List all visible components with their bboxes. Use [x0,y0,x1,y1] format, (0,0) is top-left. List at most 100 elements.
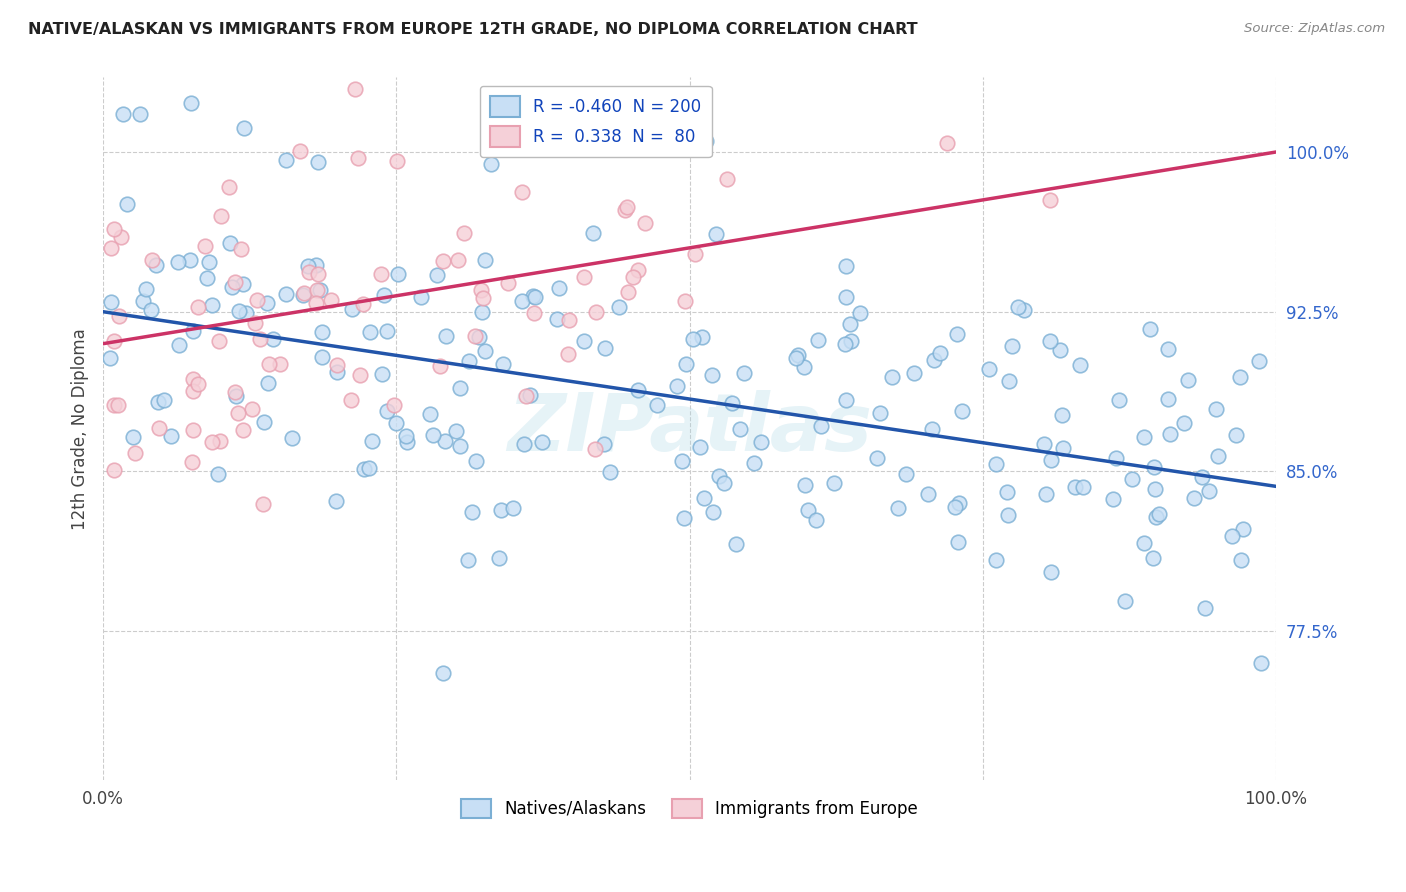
Point [257,376,280,390]
Point [1220,529,1243,543]
Point [531,435,554,450]
Point [1052,441,1074,455]
Point [673,293,696,308]
Point [224,276,246,290]
Point [599,466,621,480]
Point [470,283,492,297]
Point [997,484,1019,499]
Point [1114,594,1136,608]
Text: ZIPatlas: ZIPatlas [508,390,872,468]
Point [353,462,375,476]
Point [100,295,122,310]
Point [807,333,830,347]
Point [207,467,229,481]
Point [720,396,742,410]
Point [1108,393,1130,408]
Point [122,430,145,444]
Point [617,285,640,299]
Point [794,477,817,491]
Point [186,376,208,391]
Point [1230,553,1253,567]
Point [1144,482,1167,496]
Point [103,334,125,349]
Point [132,294,155,309]
Point [124,446,146,460]
Point [634,216,657,230]
Point [298,265,321,279]
Point [343,82,366,96]
Point [169,337,191,351]
Point [297,260,319,274]
Point [360,434,382,448]
Point [693,491,716,505]
Point [835,392,858,407]
Point [787,348,810,362]
Point [257,357,280,371]
Point [523,306,546,320]
Point [180,95,202,110]
Point [666,379,689,393]
Point [419,407,441,421]
Point [744,456,766,470]
Point [145,258,167,272]
Point [111,107,134,121]
Point [474,252,496,267]
Point [195,270,218,285]
Point [1159,426,1181,441]
Point [352,296,374,310]
Point [384,416,406,430]
Point [593,437,616,451]
Point [179,252,201,267]
Point [979,362,1001,376]
Point [305,258,328,272]
Point [1143,460,1166,475]
Point [218,235,240,250]
Point [1144,510,1167,524]
Point [235,305,257,319]
Point [834,337,856,351]
Point [823,476,845,491]
Point [1050,408,1073,422]
Point [1250,656,1272,670]
Point [1173,417,1195,431]
Point [917,487,939,501]
Point [839,334,862,349]
Text: NATIVE/ALASKAN VS IMMIGRANTS FROM EUROPE 12TH GRADE, NO DIPLOMA CORRELATION CHAR: NATIVE/ALASKAN VS IMMIGRANTS FROM EUROPE… [28,22,918,37]
Point [387,267,409,281]
Point [1156,342,1178,356]
Point [903,366,925,380]
Point [160,429,183,443]
Point [793,359,815,374]
Point [453,226,475,240]
Point [274,286,297,301]
Point [103,222,125,236]
Point [623,269,645,284]
Point [340,302,363,317]
Point [253,415,276,429]
Point [240,401,263,416]
Point [479,157,502,171]
Point [512,120,534,134]
Point [349,368,371,383]
Point [675,357,697,371]
Point [231,243,253,257]
Point [488,550,510,565]
Point [1139,322,1161,336]
Point [1177,373,1199,387]
Legend: Natives/Alaskans, Immigrants from Europe: Natives/Alaskans, Immigrants from Europe [454,792,925,825]
Point [321,293,343,308]
Point [1182,491,1205,506]
Point [751,434,773,449]
Point [276,153,298,168]
Point [447,252,470,267]
Point [1071,480,1094,494]
Point [614,203,637,218]
Point [997,508,1019,522]
Point [395,434,418,449]
Point [583,442,606,456]
Point [724,536,747,550]
Point [548,281,571,295]
Text: Source: ZipAtlas.com: Source: ZipAtlas.com [1244,22,1385,36]
Point [294,285,316,300]
Point [804,513,827,527]
